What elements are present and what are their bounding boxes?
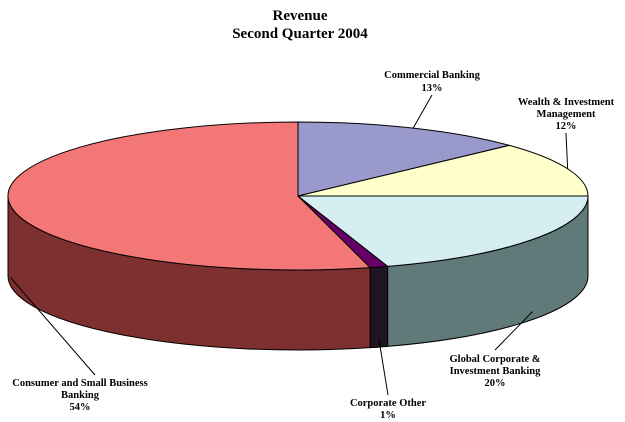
value-wealth-investment: 12% bbox=[556, 121, 577, 132]
label-wealth-investment-line1: Wealth & Investment bbox=[518, 97, 615, 108]
leader-wealth-and-investment-management bbox=[565, 132, 569, 169]
slice-consumer-and-small-business-banking bbox=[7, 121, 372, 271]
label-commercial-banking: Commercial Banking bbox=[384, 70, 481, 81]
slice-commercial-banking bbox=[297, 121, 510, 197]
leader-global-corporate-and-investment-banking bbox=[494, 311, 533, 351]
value-global-corporate: 20% bbox=[485, 378, 506, 389]
slice-global-corporate-and-investment-banking bbox=[296, 195, 589, 267]
label-corporate-other: Corporate Other bbox=[350, 398, 426, 409]
leader-corporate-other bbox=[378, 338, 389, 396]
slice-wealth-and-investment-management bbox=[297, 144, 589, 197]
pie-sides bbox=[7, 195, 589, 351]
value-corporate-other: 1% bbox=[380, 410, 396, 421]
value-consumer-small-business: 54% bbox=[70, 402, 91, 413]
label-global-corporate-line1: Global Corporate & bbox=[450, 354, 541, 365]
leader-consumer-and-small-business-banking bbox=[9, 276, 96, 376]
label-wealth-investment-line2: Management bbox=[537, 109, 596, 120]
pie-tops bbox=[7, 121, 589, 271]
chart-subtitle: Second Quarter 2004 bbox=[232, 26, 368, 42]
leader-commercial-banking bbox=[412, 94, 433, 129]
label-global-corporate-line2: Investment Banking bbox=[450, 366, 541, 377]
leader-lines bbox=[9, 94, 569, 396]
value-commercial-banking: 13% bbox=[422, 83, 443, 94]
label-consumer-small-business-line1: Consumer and Small Business bbox=[12, 378, 147, 389]
slice-side-corporate-other bbox=[369, 265, 389, 349]
chart-title: Revenue bbox=[273, 8, 328, 24]
label-consumer-small-business-line2: Banking bbox=[61, 390, 100, 401]
